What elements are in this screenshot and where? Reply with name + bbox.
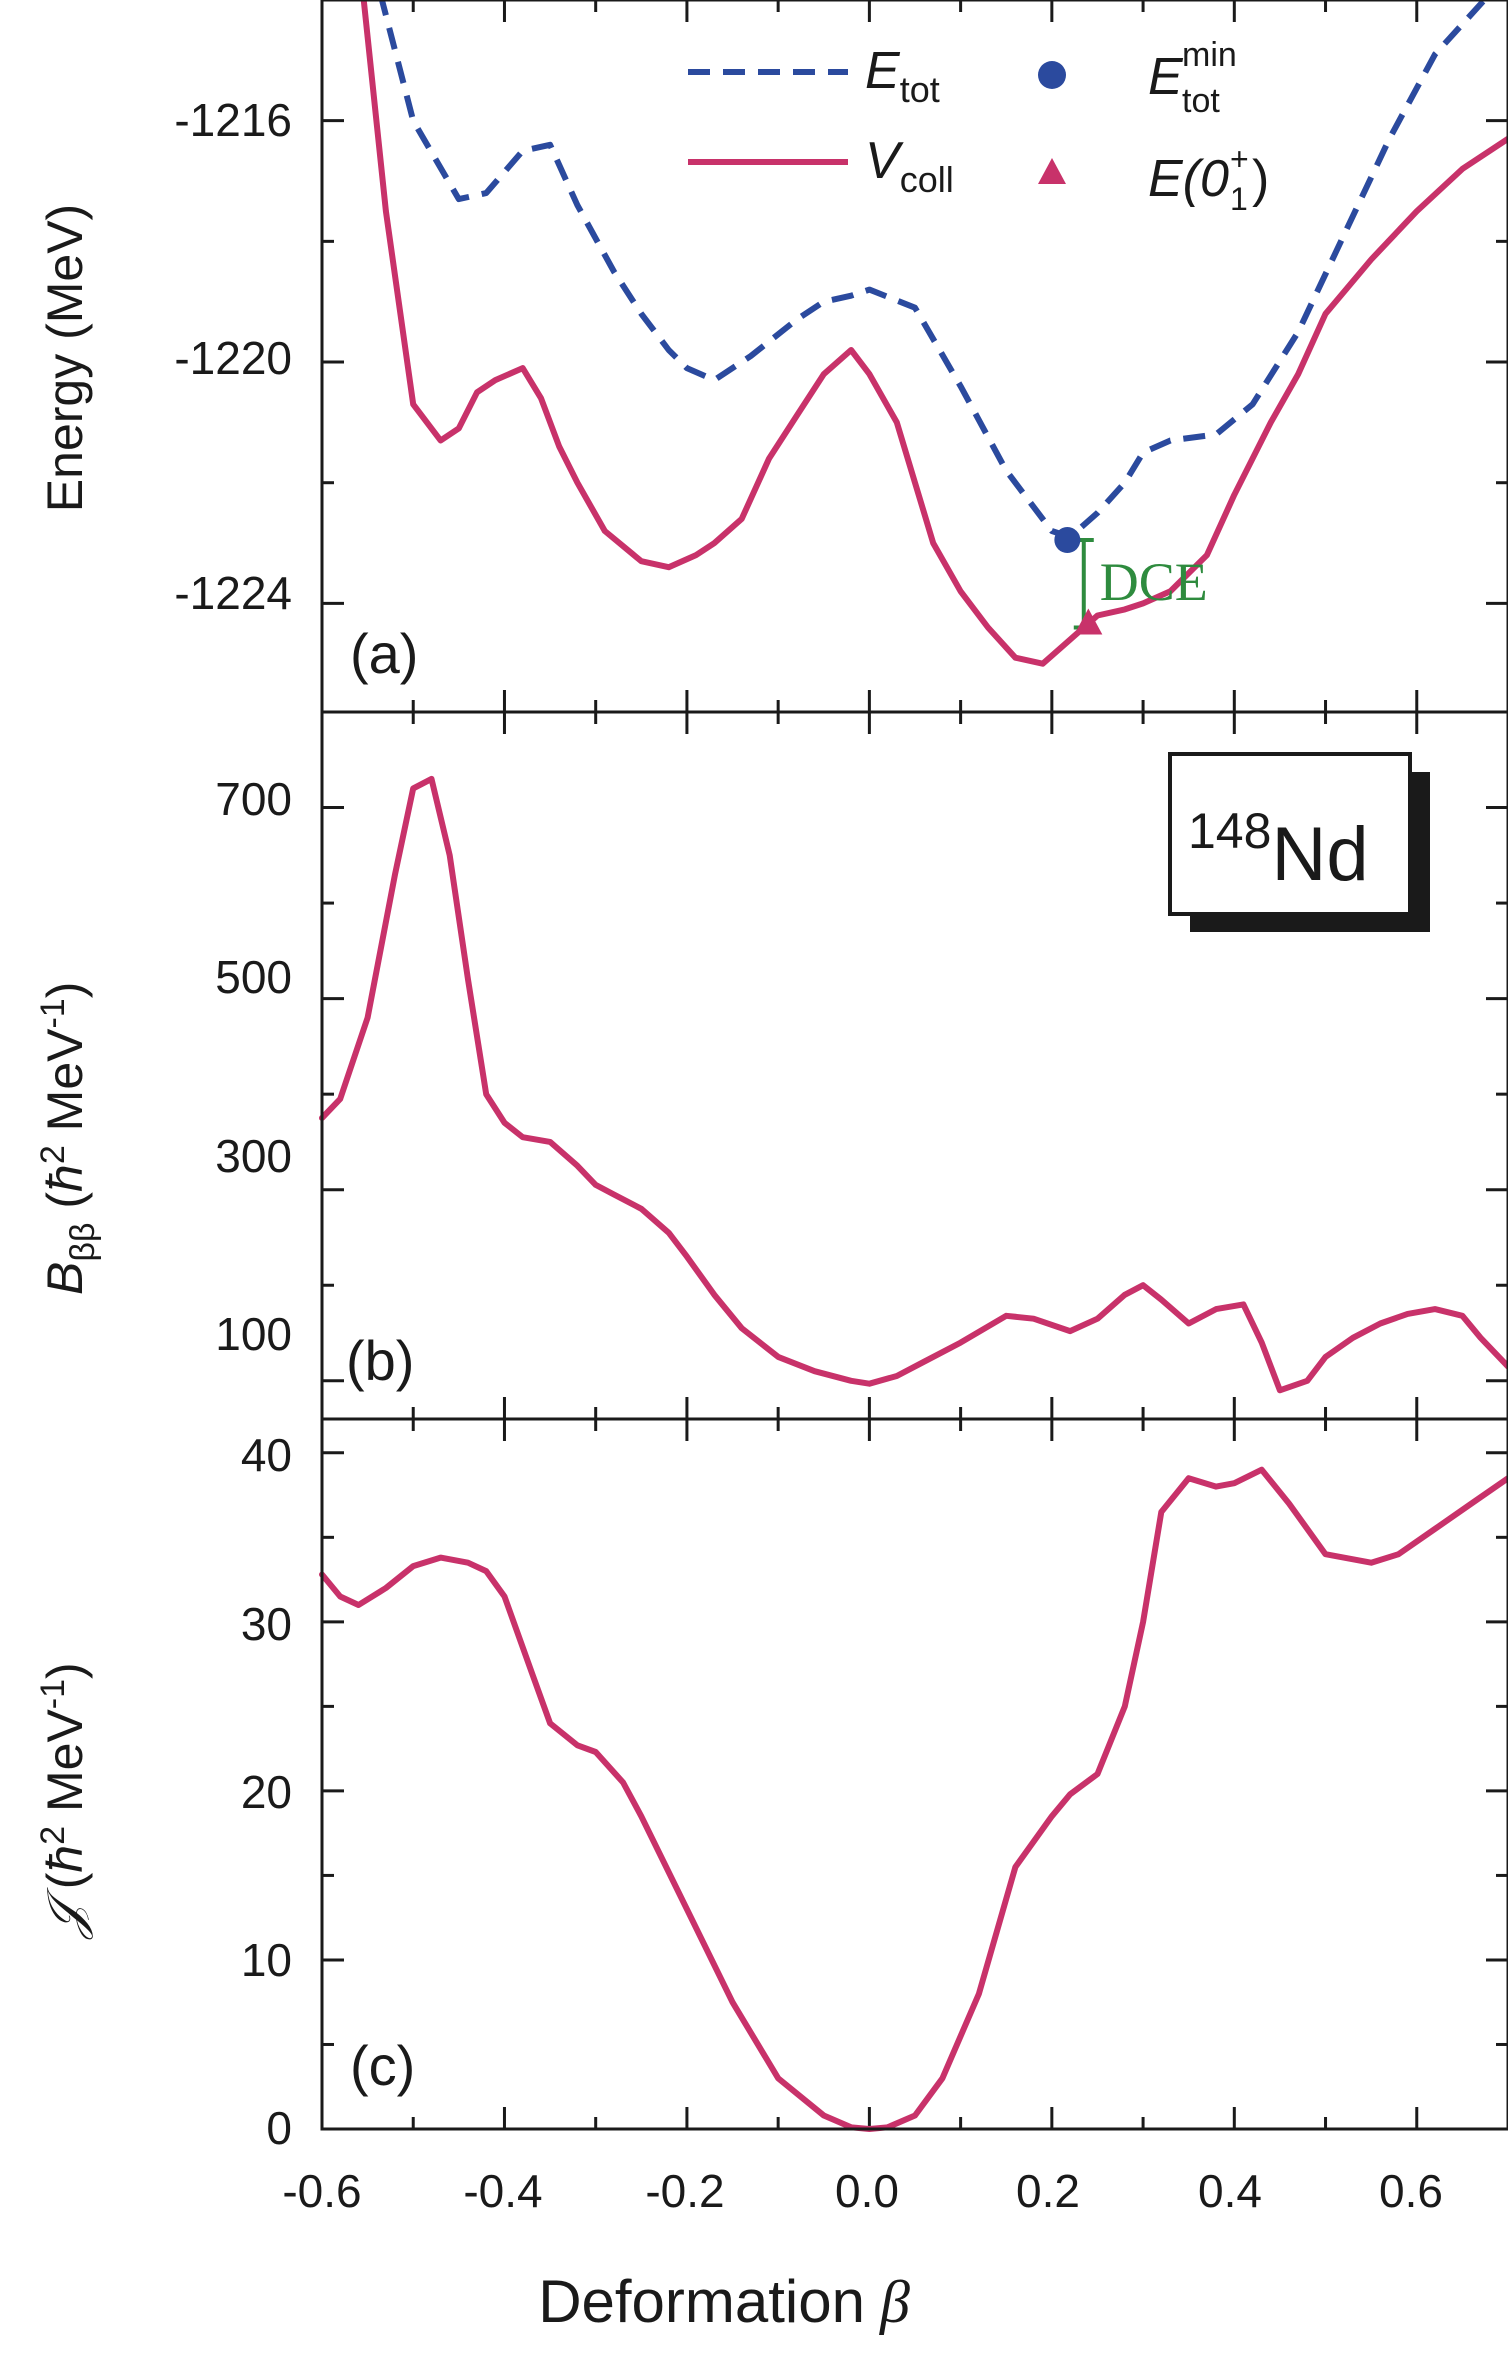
y-tick-label: 100 (215, 1308, 292, 1360)
y-axis-label: Bββ (ħ2 MeV-1) (34, 982, 102, 1295)
y-tick-labels: 100 300 500 700 (215, 773, 292, 1360)
dce-label: DCE (1100, 552, 1208, 612)
legend-symbol: E (865, 42, 901, 100)
x-tick-label: -0.2 (645, 2165, 724, 2217)
x-tick-label: 0.6 (1379, 2165, 1443, 2217)
x-axis-symbol: β (879, 2269, 910, 2335)
x-tick-label: 0.4 (1198, 2165, 1262, 2217)
y-label-close: ) (37, 1662, 93, 1679)
nucleus-label: 148Nd (1168, 752, 1430, 932)
y-tick-label: 700 (215, 773, 292, 825)
y-label-unit-sup: -1 (34, 998, 72, 1028)
legend-circle-marker (1038, 61, 1066, 89)
nucleus-label-box (1168, 752, 1412, 916)
panel-b-mass-parameter: 100 300 500 700 Bββ (ħ2 MeV-1) (b) 148Nd (34, 710, 1508, 1421)
y-tick-labels: -1216 -1220 -1224 (174, 94, 292, 619)
panel-c-series (319, 1466, 1508, 2132)
y-label-hbar: ħ (37, 1845, 93, 1873)
y-label-hbar: ħ (37, 1164, 93, 1192)
legend-superscript: min (1182, 36, 1237, 74)
x-tick-label: 0.0 (835, 2165, 899, 2217)
nucleus-label-text: 148Nd (1188, 803, 1369, 897)
v-coll-line (360, 0, 1508, 667)
y-tick-label: 0 (266, 2102, 292, 2154)
legend-subscript: tot (900, 69, 940, 110)
y-label-unit-sup: -1 (34, 1679, 72, 1709)
y-tick-label: -1224 (174, 567, 292, 619)
panel-a-energy: DCE -1216 -1220 -1224 Energy (MeV) (a) E… (37, 0, 1508, 714)
x-tick-label: -0.6 (282, 2165, 361, 2217)
x-tick-label: -0.4 (463, 2165, 542, 2217)
legend-label-e-01: E(0+ 1) (1148, 141, 1269, 217)
panel-b-ticks (320, 712, 1508, 1419)
legend-subscript: 1 (1230, 181, 1248, 217)
legend-label-v-coll: Vcoll (865, 132, 954, 200)
y-tick-label: -1220 (174, 332, 292, 384)
y-label-unit: MeV (37, 1709, 93, 1826)
y-tick-labels: 0 10 20 30 40 (241, 1429, 292, 2154)
mass-number: 148 (1188, 803, 1271, 859)
panel-b-series (319, 775, 1508, 1394)
panel-c-ticks (320, 1419, 1508, 2131)
y-label-unit: MeV (37, 1028, 93, 1145)
panel-c-moment-of-inertia: 0 10 20 30 40 𝒥 (ħ2 MeV-1) (c) (34, 1417, 1508, 2154)
panel-a-series (360, 0, 1508, 667)
x-tick-label: 0.2 (1016, 2165, 1080, 2217)
x-tick-labels: -0.6 -0.4 -0.2 0.0 0.2 0.4 0.6 (282, 2165, 1443, 2217)
y-label-sup: 2 (34, 1826, 72, 1845)
legend: Etot Vcoll Emin tot E(0+ 1) (688, 36, 1269, 217)
y-label-close: ) (37, 982, 93, 999)
y-axis-label: 𝒥 (ħ2 MeV-1) (34, 1662, 93, 1939)
y-tick-label: -1216 (174, 94, 292, 146)
y-label-main: B (37, 1262, 93, 1295)
legend-symbol: V (865, 132, 904, 190)
y-label-open: ( (37, 1192, 93, 1209)
y-tick-label: 40 (241, 1429, 292, 1481)
x-axis-title: Deformation β (538, 2268, 910, 2335)
legend-subscript: tot (1182, 82, 1220, 120)
panel-label: (a) (350, 622, 418, 685)
legend-prefix: E(0 (1148, 150, 1229, 208)
y-tick-label: 30 (241, 1598, 292, 1650)
panel-c-frame (320, 1417, 1508, 2131)
y-tick-label: 300 (215, 1130, 292, 1182)
legend-suffix: ) (1252, 150, 1269, 208)
legend-triangle-marker (1038, 158, 1066, 184)
y-label-sub: ββ (64, 1223, 102, 1262)
element-symbol: Nd (1271, 812, 1368, 897)
e-01-plus-marker (1074, 608, 1103, 635)
e-tot-line (378, 0, 1489, 540)
y-tick-label: 500 (215, 951, 292, 1003)
panel-label: (c) (350, 2034, 415, 2097)
y-label-sup: 2 (34, 1145, 72, 1164)
legend-superscript: + (1230, 141, 1249, 177)
panel-label: (b) (346, 1329, 414, 1392)
legend-subscript: coll (900, 159, 954, 200)
x-axis-label: Deformation (538, 2268, 865, 2335)
legend-label-e-tot: Etot (865, 42, 940, 110)
series-line (319, 1466, 1508, 2132)
y-tick-label: 10 (241, 1934, 292, 1986)
e-tot-min-marker (1054, 527, 1081, 554)
y-tick-label: 20 (241, 1766, 292, 1818)
y-label-open: ( (37, 1872, 93, 1889)
series-line (319, 775, 1508, 1394)
legend-label-e-tot-min: Emin tot (1148, 36, 1237, 120)
legend-symbol: E (1148, 48, 1184, 106)
y-axis-label: Energy (MeV) (37, 204, 93, 512)
